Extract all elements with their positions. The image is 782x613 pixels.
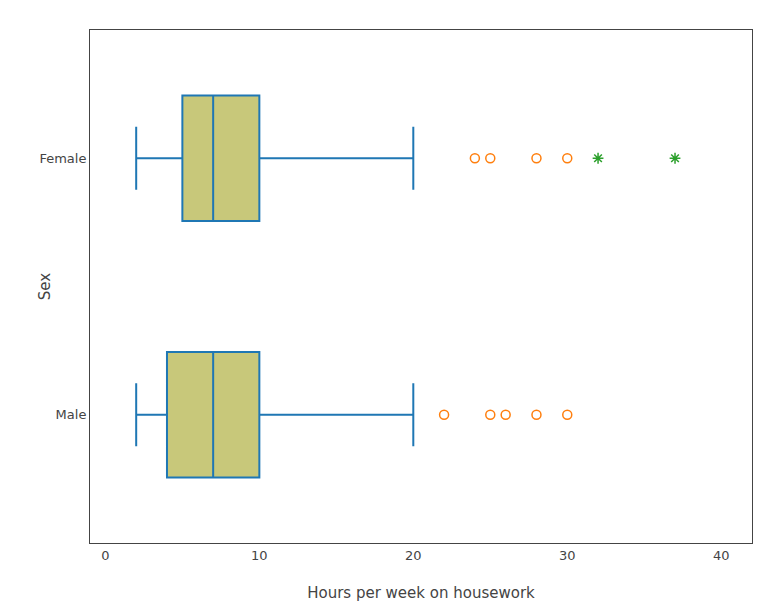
svg-text:20: 20	[405, 548, 422, 563]
svg-text:40: 40	[713, 548, 730, 563]
svg-text:0: 0	[101, 548, 109, 563]
svg-text:Sex: Sex	[36, 273, 54, 300]
svg-text:Female: Female	[39, 151, 86, 166]
svg-text:Male: Male	[56, 407, 87, 422]
svg-text:30: 30	[559, 548, 576, 563]
svg-text:10: 10	[251, 548, 268, 563]
svg-text:Hours per week on housework: Hours per week on housework	[307, 584, 535, 602]
